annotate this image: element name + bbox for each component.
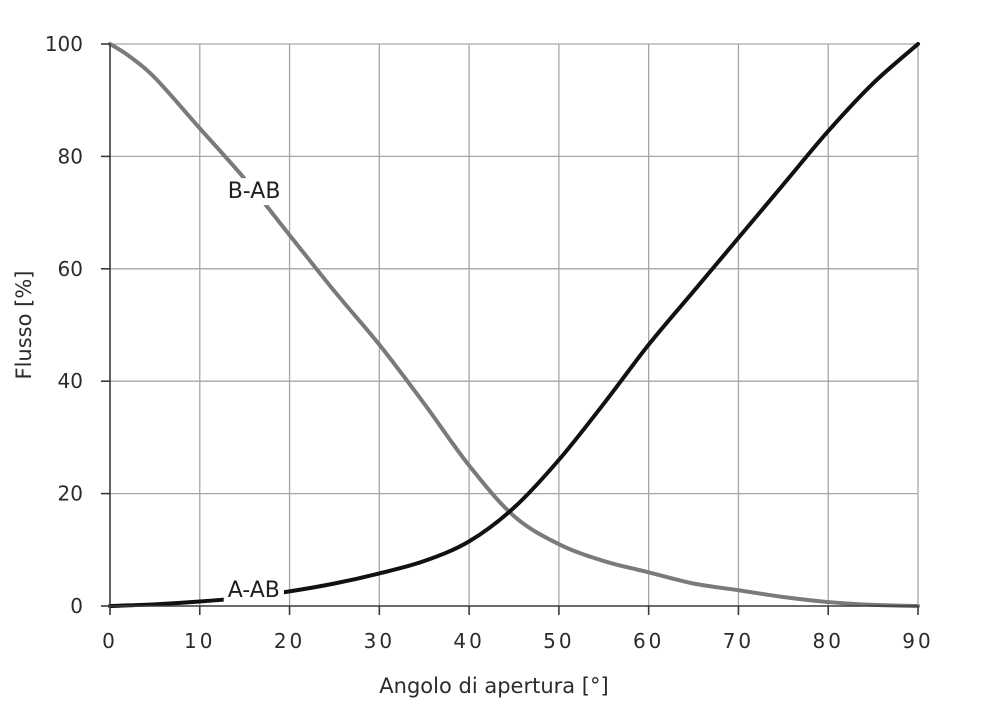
x-tick-label-20: 20 [274, 629, 305, 653]
y-tick-label-60: 60 [58, 257, 83, 281]
y-tick-label-40: 40 [58, 369, 83, 393]
y-tick-label-20: 20 [58, 482, 83, 506]
y-tick-label-100: 100 [45, 32, 83, 56]
x-tick-label-50: 50 [543, 629, 574, 653]
curves [108, 42, 920, 608]
axes [101, 43, 919, 615]
series-label-a-ab: A-AB [228, 578, 280, 603]
series-label-backing-b-ab [223, 178, 285, 206]
y-tick-label-0: 0 [70, 594, 83, 618]
series-line-b-ab [108, 42, 920, 608]
x-axis-title: Angolo di apertura [°] [379, 674, 608, 698]
x-tick-label-70: 70 [723, 629, 754, 653]
grid [110, 43, 919, 606]
tick-labels: 0 10 20 30 40 50 60 70 80 90 0 20 40 60 80 100 [45, 32, 933, 653]
series-label-b-ab: B-AB [228, 179, 281, 204]
curve-labels: B-AB A-AB [223, 178, 285, 605]
y-axis-title: Flusso [%] [12, 271, 36, 380]
x-tick-label-60: 60 [633, 629, 664, 653]
x-tick-label-30: 30 [364, 629, 395, 653]
x-tick-label-40: 40 [453, 629, 484, 653]
x-tick-label-10: 10 [184, 629, 215, 653]
series-line-a-ab [108, 42, 920, 608]
y-tick-label-80: 80 [58, 144, 83, 168]
x-tick-label-0: 0 [102, 629, 118, 653]
x-tick-label-90: 90 [902, 629, 933, 653]
x-tick-label-80: 80 [812, 629, 843, 653]
series-label-backing-a-ab [223, 577, 284, 605]
